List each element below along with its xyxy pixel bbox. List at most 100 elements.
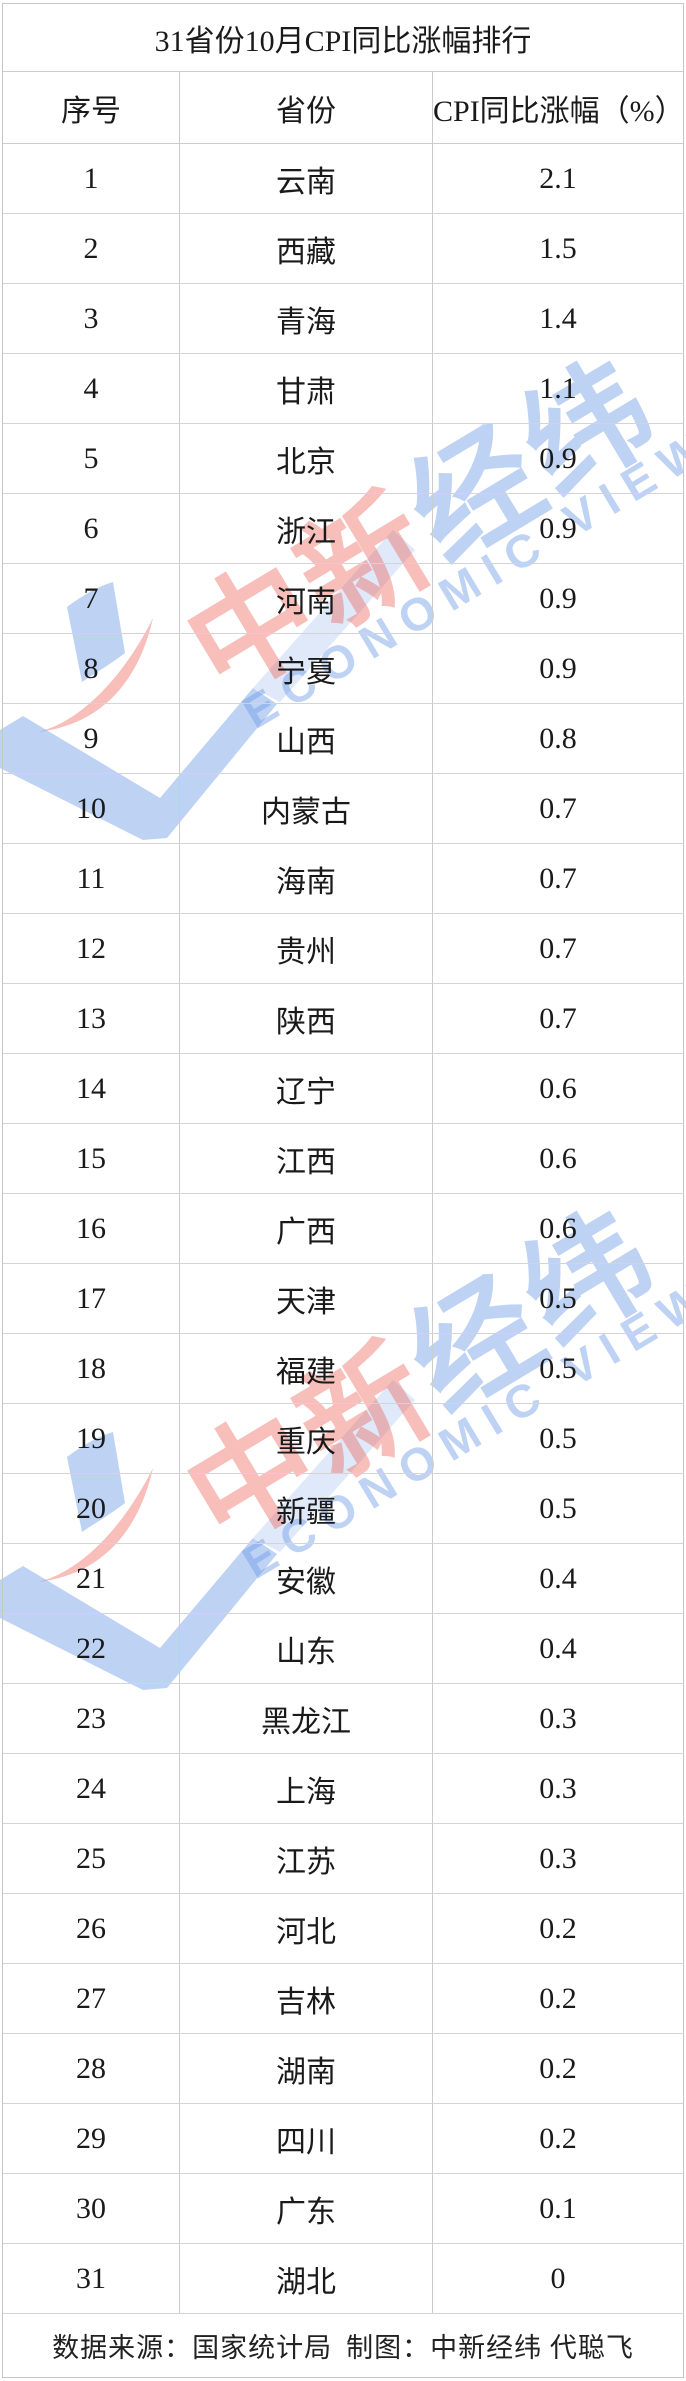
table-row: 11 海南 0.7	[3, 844, 683, 914]
table-row: 16 广西 0.6	[3, 1194, 683, 1264]
source-note: 数据来源：国家统计局	[52, 2333, 333, 2363]
table-row: 7 河南 0.9	[3, 564, 683, 634]
table-row: 21 安徽 0.4	[3, 1544, 683, 1614]
province-cell: 辽宁	[179, 1054, 432, 1123]
cpi-cell: 0.5	[432, 1474, 683, 1543]
province-cell: 新疆	[179, 1474, 432, 1543]
cpi-cell: 0	[432, 2244, 683, 2313]
table-row: 22 山东 0.4	[3, 1614, 683, 1684]
credit-note: 制图：中新经纬 代聪飞	[346, 2333, 634, 2363]
table-row: 5 北京 0.9	[3, 424, 683, 494]
rank-cell: 30	[76, 2191, 106, 2225]
table-row: 3 青海 1.4	[3, 284, 683, 354]
table-row: 6 浙江 0.9	[3, 494, 683, 564]
rank-cell: 25	[76, 1841, 106, 1875]
cpi-cell: 0.2	[432, 1894, 683, 1963]
rank-cell: 18	[76, 1351, 106, 1385]
rank-cell: 24	[76, 1771, 106, 1805]
table-row: 1 云南 2.1	[3, 144, 683, 214]
province-cell: 海南	[179, 844, 432, 913]
table-row: 9 山西 0.8	[3, 704, 683, 774]
rank-cell: 6	[83, 511, 99, 545]
cpi-cell: 0.7	[432, 774, 683, 843]
rank-cell: 17	[76, 1281, 106, 1315]
cpi-cell: 0.4	[432, 1544, 683, 1613]
rank-cell: 4	[83, 371, 99, 405]
table-row: 23 黑龙江 0.3	[3, 1684, 683, 1754]
cpi-cell: 0.6	[432, 1194, 683, 1263]
rank-cell: 12	[76, 931, 106, 965]
cpi-cell: 0.5	[432, 1264, 683, 1333]
table-row: 15 江西 0.6	[3, 1124, 683, 1194]
table-row: 26 河北 0.2	[3, 1894, 683, 1964]
province-cell: 天津	[179, 1264, 432, 1333]
cpi-cell: 1.1	[432, 354, 683, 423]
rank-cell: 31	[76, 2261, 106, 2295]
table-row: 4 甘肃 1.1	[3, 354, 683, 424]
province-cell: 江西	[179, 1124, 432, 1193]
province-cell: 山东	[179, 1614, 432, 1683]
rank-cell: 21	[76, 1561, 106, 1595]
rank-cell: 1	[83, 161, 99, 195]
cpi-cell: 0.6	[432, 1054, 683, 1123]
table-row: 30 广东 0.1	[3, 2174, 683, 2244]
rank-cell: 3	[83, 301, 99, 335]
cpi-cell: 0.2	[432, 1964, 683, 2033]
province-cell: 湖北	[179, 2244, 432, 2313]
province-cell: 宁夏	[179, 634, 432, 703]
province-cell: 上海	[179, 1754, 432, 1823]
cpi-cell: 0.7	[432, 844, 683, 913]
cpi-cell: 1.4	[432, 284, 683, 353]
rank-cell: 28	[76, 2051, 106, 2085]
table-row: 12 贵州 0.7	[3, 914, 683, 984]
cpi-cell: 2.1	[432, 144, 683, 213]
table-row: 13 陕西 0.7	[3, 984, 683, 1054]
cpi-cell: 0.3	[432, 1754, 683, 1823]
cpi-cell: 0.5	[432, 1404, 683, 1473]
rank-cell: 16	[76, 1211, 106, 1245]
province-cell: 贵州	[179, 914, 432, 983]
table-row: 19 重庆 0.5	[3, 1404, 683, 1474]
rank-cell: 23	[76, 1701, 106, 1735]
header-cpi: CPI同比涨幅（%）	[432, 72, 683, 143]
cpi-cell: 0.7	[432, 914, 683, 983]
province-cell: 河北	[179, 1894, 432, 1963]
cpi-cell: 0.9	[432, 564, 683, 633]
cpi-cell: 0.2	[432, 2104, 683, 2173]
province-cell: 湖南	[179, 2034, 432, 2103]
rank-cell: 15	[76, 1141, 106, 1175]
rank-cell: 26	[76, 1911, 106, 1945]
province-cell: 安徽	[179, 1544, 432, 1613]
table-title: 31省份10月CPI同比涨幅排行	[3, 4, 683, 72]
province-cell: 黑龙江	[179, 1684, 432, 1753]
cpi-cell: 0.3	[432, 1684, 683, 1753]
rank-cell: 7	[83, 581, 99, 615]
province-cell: 甘肃	[179, 354, 432, 423]
province-cell: 西藏	[179, 214, 432, 283]
cpi-ranking-table: 31省份10月CPI同比涨幅排行 序号 省份 CPI同比涨幅（%） 1 云南 2…	[2, 3, 684, 2378]
cpi-cell: 0.2	[432, 2034, 683, 2103]
table-row: 14 辽宁 0.6	[3, 1054, 683, 1124]
table-header-row: 序号 省份 CPI同比涨幅（%）	[3, 72, 683, 144]
province-cell: 内蒙古	[179, 774, 432, 843]
table-row: 8 宁夏 0.9	[3, 634, 683, 704]
rank-cell: 29	[76, 2121, 106, 2155]
province-cell: 广东	[179, 2174, 432, 2243]
table-row: 29 四川 0.2	[3, 2104, 683, 2174]
table-row: 10 内蒙古 0.7	[3, 774, 683, 844]
rank-cell: 5	[83, 441, 99, 475]
province-cell: 陕西	[179, 984, 432, 1053]
province-cell: 福建	[179, 1334, 432, 1403]
table-row: 24 上海 0.3	[3, 1754, 683, 1824]
province-cell: 浙江	[179, 494, 432, 563]
table-row: 27 吉林 0.2	[3, 1964, 683, 2034]
table-row: 31 湖北 0	[3, 2244, 683, 2314]
cpi-cell: 0.1	[432, 2174, 683, 2243]
table-row: 28 湖南 0.2	[3, 2034, 683, 2104]
rank-cell: 19	[76, 1421, 106, 1455]
rank-cell: 13	[76, 1001, 106, 1035]
table-footnote: 数据来源：国家统计局 制图：中新经纬 代聪飞	[3, 2314, 683, 2377]
province-cell: 青海	[179, 284, 432, 353]
cpi-cell: 0.4	[432, 1614, 683, 1683]
cpi-cell: 0.3	[432, 1824, 683, 1893]
